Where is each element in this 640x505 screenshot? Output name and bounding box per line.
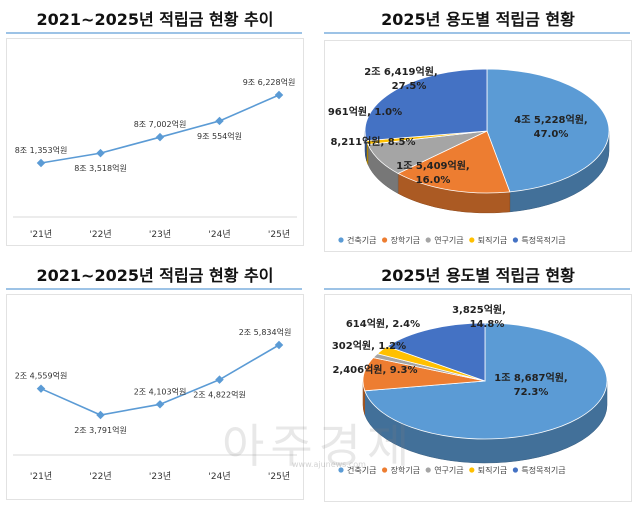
slice-label: 302억원, 1.2% [332,339,406,352]
line-chart-2: 2조 4,559억원 '21년 2조 3,791억원 '22년 2조 4,103억원 '2… [13,327,297,482]
legend-marker [338,237,344,243]
chart-1-frame: 8조 1,353억원 '21년 8조 3,518억원 '22년 8조 7,002억원 '2… [6,38,304,246]
data-point [215,116,224,126]
slice-percent-label: 27.5% [392,81,427,92]
chart-3-title: 2021~2025년 적립금 현황 추이 [36,266,274,285]
legend-label: 퇴직기금 [478,465,507,475]
chart-2-frame: 4조 5,228억원, 47.0% 1조 5,409억원, 16.0% 8,211억원,… [324,40,632,252]
data-point [274,90,284,100]
pie-chart-2: 1조 8,687억원, 72.3% 2,406억원, 9.3% 302억원, 1.2%… [332,303,608,475]
slice-label: 8,211억원, 8.5% [330,135,415,148]
legend-label: 연구기금 [434,236,463,245]
legend-marker [425,237,431,243]
data-point [96,148,105,158]
slice-label: 1조 8,687억원, [494,371,567,384]
pie-slice [364,322,608,440]
slice-label: 4조 5,228억원, [514,113,587,126]
data-label: 2조 3,791억원 [74,425,127,435]
data-label: 8조 7,002억원 [134,119,187,129]
slice-percent-label: 14.8% [470,319,505,330]
legend-label: 장학기금 [391,465,420,475]
x-tick-label: '21년 [30,229,52,240]
chart-4-frame: 1조 8,687억원, 72.3% 2,406억원, 9.3% 302억원, 1.2%… [324,294,632,502]
slice-percent-label: 47.0% [534,129,569,140]
legend-marker [512,467,518,473]
slice-percent-label: 16.0% [416,175,451,186]
data-label: 2조 4,103억원 [134,386,187,396]
data-label: 2조 4,822억원 [193,390,246,400]
data-label: 9조 6,228억원 [243,77,296,87]
slice-label: 3,825억원, [452,303,506,316]
data-label: 2조 5,834억원 [239,327,292,337]
legend-marker [469,467,475,473]
chart-3-title-underline [6,288,302,290]
watermark-logo: 아주경제 [222,419,416,473]
legend-marker [469,237,475,243]
chart-1-title: 2021~2025년 적립금 현황 추이 [36,10,274,29]
slice-label: 2,406억원, 9.3% [332,363,417,376]
chart-4-title-underline [324,288,630,290]
data-point [215,375,224,384]
slice-label: 961억원, 1.0% [328,105,402,118]
pie-top [364,68,610,194]
data-point [155,400,165,409]
legend-marker [382,237,388,243]
data-point [274,340,284,350]
data-label: 9조 554억원 [197,131,242,141]
x-tick-label: '21년 [30,471,52,482]
legend-label: 특정목적기금 [521,235,565,245]
chart-2-title-underline [324,32,630,34]
legend-marker [382,467,388,473]
legend-label: 건축기금 [347,465,376,475]
legend-marker [512,237,518,243]
slice-label: 614억원, 2.4% [346,317,420,330]
slice-label: 1조 5,409억원, [396,159,469,172]
data-point [36,384,46,393]
slice-label: 2조 6,419억원, [364,65,437,78]
watermark-url: www.ajunews.com [292,460,366,469]
legend-marker [425,467,431,473]
data-label: 2조 4,559억원 [15,371,68,381]
chart-1-title-underline [6,32,302,34]
x-tick-label: '23년 [149,471,171,482]
data-point [96,410,105,420]
chart-2-title: 2025년 용도별 적립금 현황 [381,10,575,29]
x-tick-label: '22년 [89,229,111,240]
pie-slice [364,68,488,142]
data-point [155,132,165,142]
chart-4-title: 2025년 용도별 적립금 현황 [381,266,575,285]
x-tick-label: '25년 [268,471,290,482]
legend-label: 퇴직기금 [478,235,507,245]
legend-label: 특정목적기금 [521,465,565,475]
pie-slice [386,322,486,382]
legend-label: 건축기금 [347,235,376,245]
pie-slice [397,130,511,194]
line-chart-1: 8조 1,353억원 '21년 8조 3,518억원 '22년 8조 7,002억원 '2… [13,77,297,240]
slice-percent-label: 72.3% [514,387,549,398]
x-tick-label: '24년 [208,229,230,240]
pie-top [362,322,608,440]
data-label: 8조 1,353억원 [15,145,68,155]
legend-label: 연구기금 [434,466,463,475]
x-tick-label: '24년 [208,471,230,482]
x-tick-label: '22년 [89,471,111,482]
legend-label: 장학기금 [391,235,420,245]
data-label: 8조 3,518억원 [74,163,127,173]
pie-slice [486,68,610,193]
pie-chart-1: 4조 5,228억원, 47.0% 1조 5,409억원, 16.0% 8,211억원,… [328,65,610,245]
x-tick-label: '25년 [268,229,290,240]
legend-marker [338,467,344,473]
chart-3-frame: 2조 4,559억원 '21년 2조 3,791억원 '22년 2조 4,103억원 '2… [6,294,304,500]
data-point [36,158,46,168]
x-tick-label: '23년 [149,229,171,240]
